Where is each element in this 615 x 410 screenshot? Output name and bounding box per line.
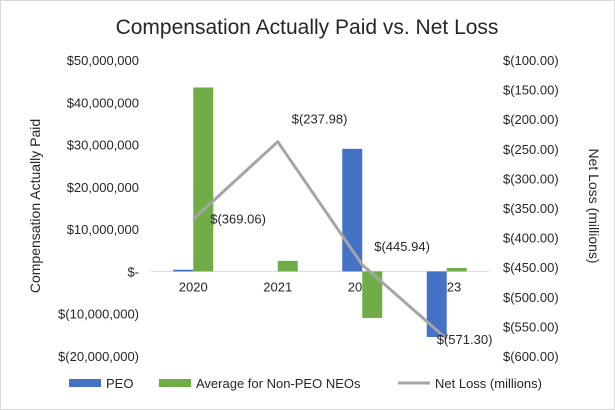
legend-swatch-1 (159, 379, 191, 387)
non-peo-bar-2020 (193, 87, 214, 272)
net-loss-data-label-2022: $(445.94) (374, 239, 430, 254)
x-tick-label: 2020 (179, 279, 208, 294)
legend-label-2: Net Loss (millions) (435, 376, 542, 391)
net-loss-data-label-2020: $(369.06) (210, 211, 266, 226)
legend-label-1: Average for Non-PEO NEOs (196, 376, 361, 391)
chart-title: Compensation Actually Paid vs. Net Loss (116, 16, 499, 39)
peo-bar-2023 (426, 271, 447, 337)
non-peo-bar-2021 (277, 260, 298, 272)
net-loss-line (192, 140, 448, 341)
y-tick-label: $40,000,000 (67, 95, 139, 110)
y-tick-label: $10,000,000 (67, 222, 139, 237)
non-peo-bar-2023 (446, 268, 467, 272)
peo-bar-2020 (173, 269, 194, 272)
net-loss-data-label-2021: $(237.98) (292, 112, 348, 127)
x-tick-label: 2021 (263, 279, 292, 294)
y2-axis-label: Net Loss (millions) (586, 148, 602, 263)
y-axis-label: Compensation Actually Paid (27, 119, 43, 293)
y-tick-label: $20,000,000 (67, 180, 139, 195)
legend-label-0: PEO (106, 376, 133, 391)
net-loss-data-label-2023: $(571.30) (437, 332, 493, 347)
y2-tick-label: $(200.00) (503, 112, 559, 127)
y-tick-label: $30,000,000 (67, 138, 139, 153)
y2-tick-label: $(600.00) (503, 349, 559, 364)
y2-tick-label: $(250.00) (503, 142, 559, 157)
non-peo-bar-2022 (362, 271, 383, 318)
y-tick-label: $- (127, 264, 139, 279)
y2-tick-label: $(400.00) (503, 231, 559, 246)
y2-tick-label: $(500.00) (503, 290, 559, 305)
y-tick-label: $(20,000,000) (58, 349, 139, 364)
y-tick-label: $50,000,000 (67, 53, 139, 68)
y2-tick-label: $(100.00) (503, 53, 559, 68)
y2-tick-label: $(550.00) (503, 319, 559, 334)
y2-tick-label: $(150.00) (503, 83, 559, 98)
legend-swatch-0 (69, 379, 101, 387)
y2-tick-label: $(450.00) (503, 260, 559, 275)
y2-tick-label: $(350.00) (503, 201, 559, 216)
peo-bar-2022 (342, 148, 363, 272)
y-tick-label: $(10,000,000) (58, 307, 139, 322)
y2-tick-label: $(300.00) (503, 171, 559, 186)
